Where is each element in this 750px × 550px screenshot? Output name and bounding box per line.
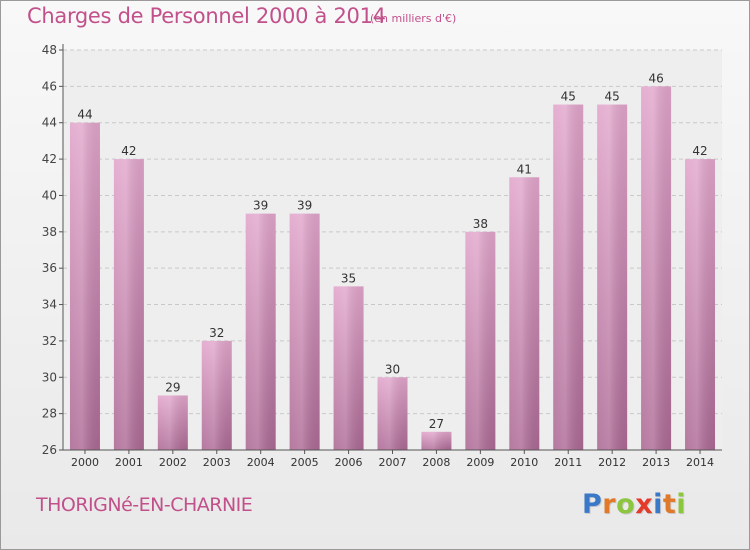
axes [59,44,722,454]
logo-letter: r [602,489,617,520]
y-tick-label: 38 [42,225,57,239]
bar-value-label: 45 [561,90,576,104]
y-tick-label: 40 [42,188,57,202]
labels: 26 28 30 32 34 36 38 40 42 44 46 48 44 2000 42 2001 29 20… [42,43,714,469]
bar-value-label: 30 [385,362,400,376]
y-tick-label: 48 [42,43,57,57]
y-tick-label: 44 [42,116,57,130]
x-tick-label: 2008 [422,456,450,469]
bar-value-label: 41 [517,162,532,176]
y-tick-label: 36 [42,261,57,275]
bar-highlight [201,340,232,450]
bar-value-label: 35 [341,271,356,285]
y-tick-label: 42 [42,152,57,166]
y-tick-label: 30 [42,370,57,384]
bar-value-label: 42 [121,144,136,158]
x-tick-label: 2004 [247,456,275,469]
y-tick-label: 26 [42,443,57,457]
y-tick-label: 46 [42,79,57,93]
bar-highlight [553,104,584,450]
proxiti-logo: Proxiti [582,489,686,520]
chart-subtitle: (en milliers d'€) [370,12,457,25]
x-tick-label: 2014 [686,456,714,469]
bar-value-label: 39 [253,199,268,213]
x-tick-label: 2012 [598,456,626,469]
x-tick-label: 2003 [203,456,231,469]
x-tick-label: 2005 [291,456,319,469]
bar-highlight [465,231,496,450]
bar-highlight [245,213,276,450]
bar-highlight [333,286,364,450]
bar-highlight [157,395,188,450]
bar-value-label: 44 [77,108,92,122]
y-tick-label: 32 [42,334,57,348]
y-tick-label: 28 [42,407,57,421]
x-tick-label: 2010 [510,456,538,469]
bar-highlight [509,177,540,451]
x-tick-label: 2011 [554,456,582,469]
x-tick-label: 2013 [642,456,670,469]
bar-highlight [597,104,628,450]
location-name: THORIGNé-EN-CHARNIE [36,494,253,516]
bar-value-label: 46 [648,71,663,85]
bars [69,86,716,451]
y-tick-label: 34 [42,298,57,312]
bar-value-label: 32 [209,326,224,340]
bar-highlight [113,159,144,450]
bar-highlight [289,213,320,450]
x-tick-label: 2009 [466,456,494,469]
logo-letter: i [653,489,663,520]
logo-letter: i [676,489,687,520]
bar-highlight [69,122,100,451]
x-tick-label: 2000 [71,456,99,469]
bar-value-label: 29 [165,380,180,394]
logo-letter: x [635,489,654,520]
x-tick-label: 2006 [335,456,363,469]
logo-letter: o [616,489,636,520]
bar-value-label: 45 [605,90,620,104]
logo-letter: t [662,489,677,520]
bar-value-label: 27 [429,417,444,431]
bar-value-label: 39 [297,199,312,213]
x-tick-label: 2002 [159,456,187,469]
x-tick-label: 2001 [115,456,143,469]
bar-highlight [377,377,408,450]
bar-highlight [421,431,452,450]
bar-highlight [685,159,716,450]
bar-highlight [641,86,672,450]
x-tick-label: 2007 [379,456,407,469]
chart-title: Charges de Personnel 2000 à 2014 [27,4,386,28]
bar-value-label: 42 [692,144,707,158]
logo-letter: P [582,489,603,520]
bar-value-label: 38 [473,217,488,231]
